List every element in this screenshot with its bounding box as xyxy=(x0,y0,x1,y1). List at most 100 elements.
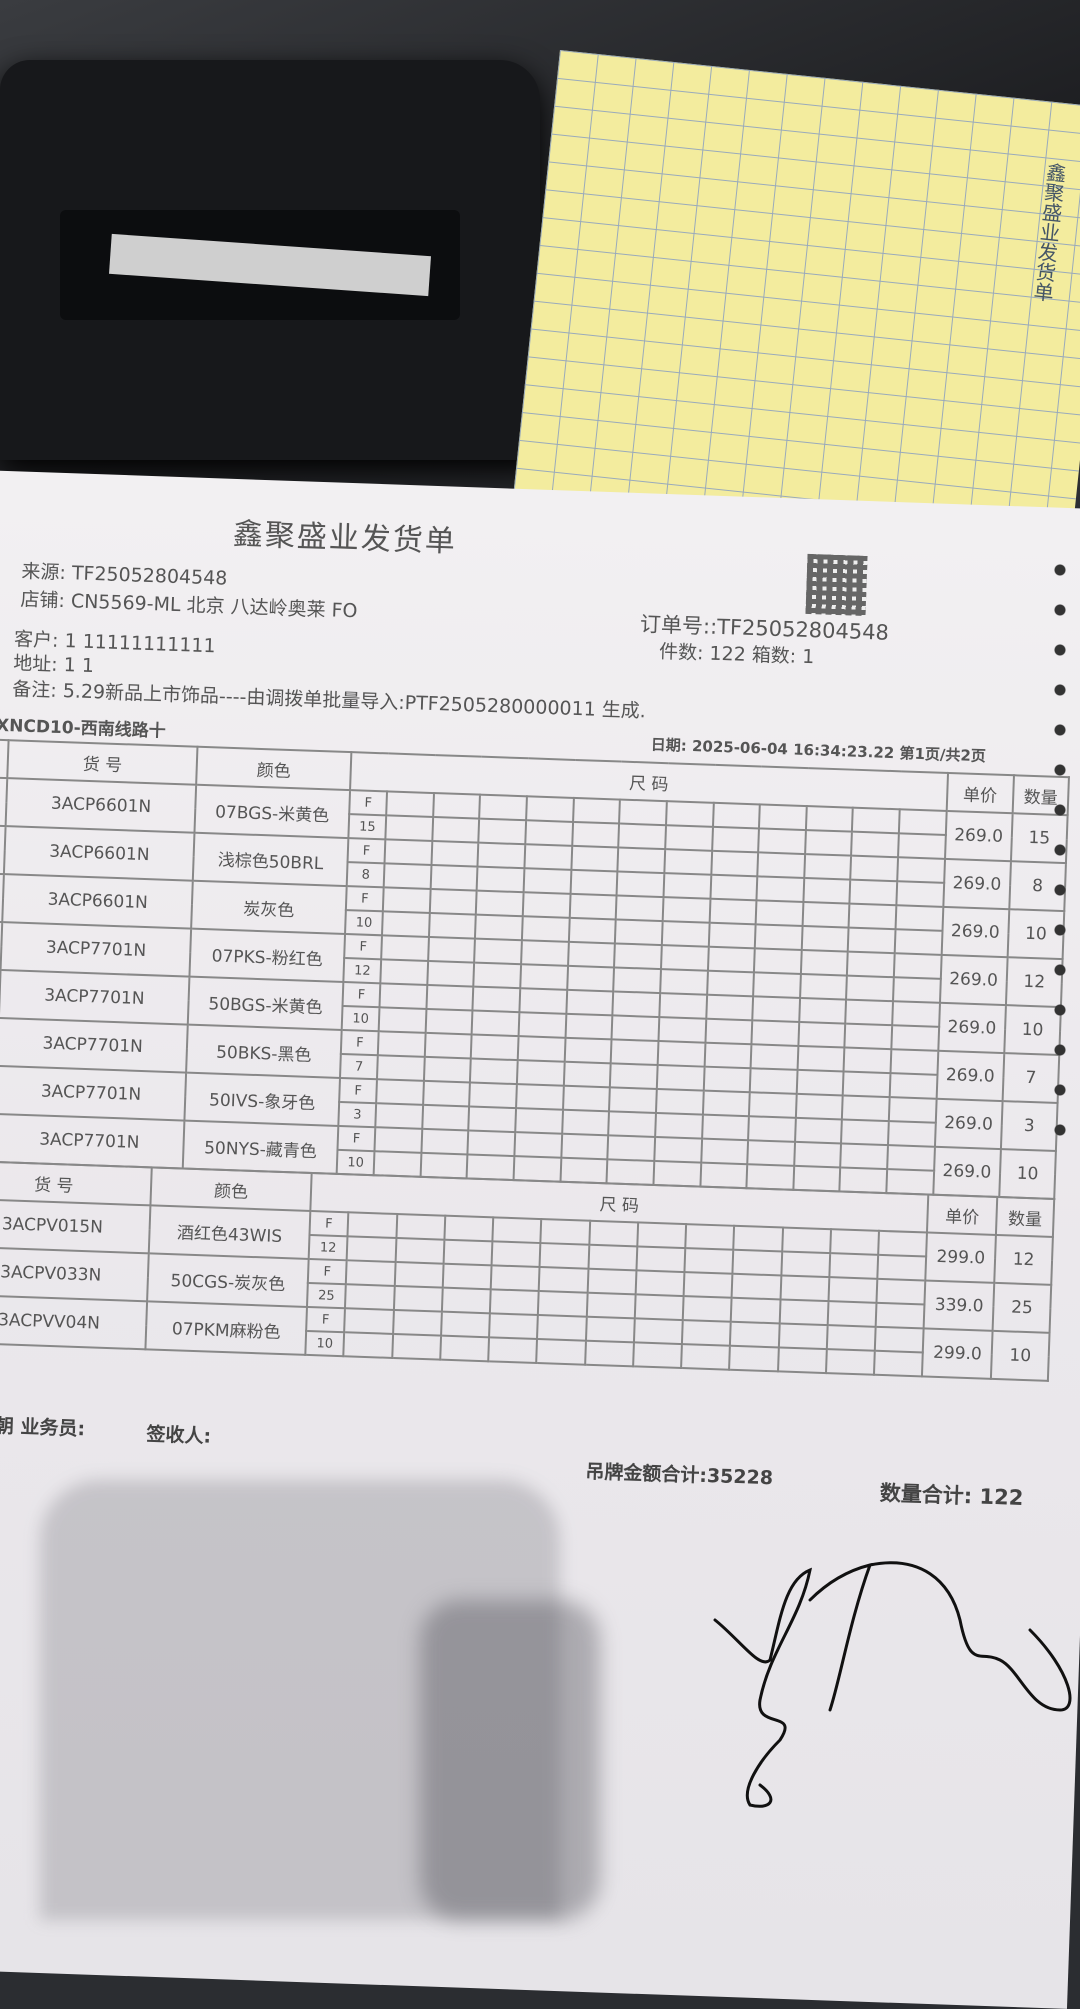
size-cell xyxy=(378,1007,427,1033)
size-cell xyxy=(523,868,572,894)
size-cell xyxy=(750,1044,799,1070)
size-cell xyxy=(467,1130,516,1157)
size-cell xyxy=(565,1013,613,1040)
size-cell xyxy=(712,802,760,829)
size-cell xyxy=(343,1332,393,1358)
size-cell xyxy=(346,1260,396,1286)
size-cell xyxy=(685,1224,735,1250)
size-cell xyxy=(804,830,853,856)
size-cell xyxy=(877,1254,927,1281)
size-cell xyxy=(526,796,574,822)
color-cell: 炭灰色 xyxy=(191,880,347,935)
size-cell xyxy=(802,901,850,928)
size-cell xyxy=(433,793,481,819)
hand-shadow xyxy=(420,1600,600,1920)
sku-cell: 3ACP7701N xyxy=(0,1113,185,1169)
size-cell xyxy=(568,917,617,944)
size-cell xyxy=(876,1278,926,1305)
color-cell: 50IVS-象牙色 xyxy=(184,1072,340,1126)
size-cell xyxy=(492,1217,542,1244)
size-cell xyxy=(475,914,523,941)
size-cell xyxy=(636,1246,686,1273)
size-cell xyxy=(444,1215,494,1242)
size-cell xyxy=(752,996,800,1022)
size-cell xyxy=(588,1220,638,1247)
size-cell xyxy=(799,973,848,1000)
size-cell xyxy=(378,1031,426,1057)
size-cell xyxy=(560,1157,608,1184)
color-cell: 07BGS-米黄色 xyxy=(194,784,351,839)
size-cell xyxy=(701,1114,750,1141)
size-cell xyxy=(709,898,757,925)
size-cell xyxy=(524,844,572,870)
size-cell xyxy=(746,1164,794,1190)
size-cell xyxy=(566,965,615,992)
size-cell xyxy=(422,1104,470,1131)
size-qty: 12 xyxy=(343,958,382,984)
size-cell xyxy=(538,1291,588,1317)
size-cell xyxy=(848,903,897,930)
header-sku: 货 号 xyxy=(0,1160,153,1206)
size-cell xyxy=(422,1080,471,1107)
size-label: F xyxy=(339,1077,378,1104)
size-cell xyxy=(708,922,756,949)
size-cell xyxy=(520,964,568,990)
size-cell xyxy=(440,1311,490,1338)
size-cell xyxy=(609,1087,657,1113)
sku-cell: 3ACP6601N xyxy=(4,826,195,881)
size-cell xyxy=(525,820,573,846)
size-cell xyxy=(781,1227,831,1254)
size-label: F xyxy=(307,1258,347,1285)
size-cell xyxy=(474,938,523,965)
sku-cell: 3ACP6601N xyxy=(2,874,193,929)
size-cell xyxy=(394,1261,444,1288)
size-label: F xyxy=(345,886,384,912)
size-cell xyxy=(841,1119,889,1146)
size-cell xyxy=(392,1309,442,1336)
size-cell xyxy=(848,927,896,954)
size-cell xyxy=(515,1108,563,1134)
size-cell xyxy=(730,1321,780,1348)
color-cell: 50CGS-炭灰色 xyxy=(147,1253,309,1307)
size-cell xyxy=(380,959,429,985)
size-cell xyxy=(345,1284,395,1310)
size-cell xyxy=(488,1337,538,1363)
size-cell xyxy=(748,1116,796,1142)
size-cell xyxy=(780,1251,831,1278)
size-cell xyxy=(443,1239,493,1266)
size-cell xyxy=(828,1277,878,1303)
price-cell: 269.0 xyxy=(936,1050,1005,1102)
size-cell xyxy=(374,1127,423,1153)
phone-shadow xyxy=(40,1480,560,1920)
price-cell: 269.0 xyxy=(939,954,1008,1006)
size-cell xyxy=(616,895,664,922)
size-cell xyxy=(569,893,617,920)
price-cell: 269.0 xyxy=(937,1002,1006,1054)
size-cell xyxy=(662,897,711,923)
size-label: F xyxy=(342,981,381,1008)
size-cell xyxy=(659,993,707,1019)
size-cell xyxy=(385,815,434,842)
size-cell xyxy=(610,1039,659,1066)
size-qty: 7 xyxy=(339,1053,379,1080)
size-cell xyxy=(846,975,894,1002)
color-cell: 07PKM麻粉色 xyxy=(145,1301,307,1355)
size-cell xyxy=(376,1079,424,1105)
size-cell xyxy=(753,972,801,998)
size-cell xyxy=(610,1063,658,1089)
size-cell xyxy=(896,881,944,907)
size-cell xyxy=(381,935,429,961)
size-cell xyxy=(681,1344,731,1370)
size-cell xyxy=(777,1347,827,1374)
size-cell xyxy=(665,801,714,827)
size-cell xyxy=(757,852,805,879)
size-cell xyxy=(391,1333,441,1360)
route: XNCD10-西南线路十 xyxy=(0,715,166,742)
size-cell xyxy=(373,1151,422,1177)
size-cell xyxy=(427,960,475,987)
sku-cell: 3ACP7701N xyxy=(0,922,192,977)
size-cell xyxy=(710,874,758,901)
size-cell xyxy=(489,1289,540,1315)
size-cell xyxy=(617,847,666,874)
size-cell xyxy=(749,1092,797,1118)
